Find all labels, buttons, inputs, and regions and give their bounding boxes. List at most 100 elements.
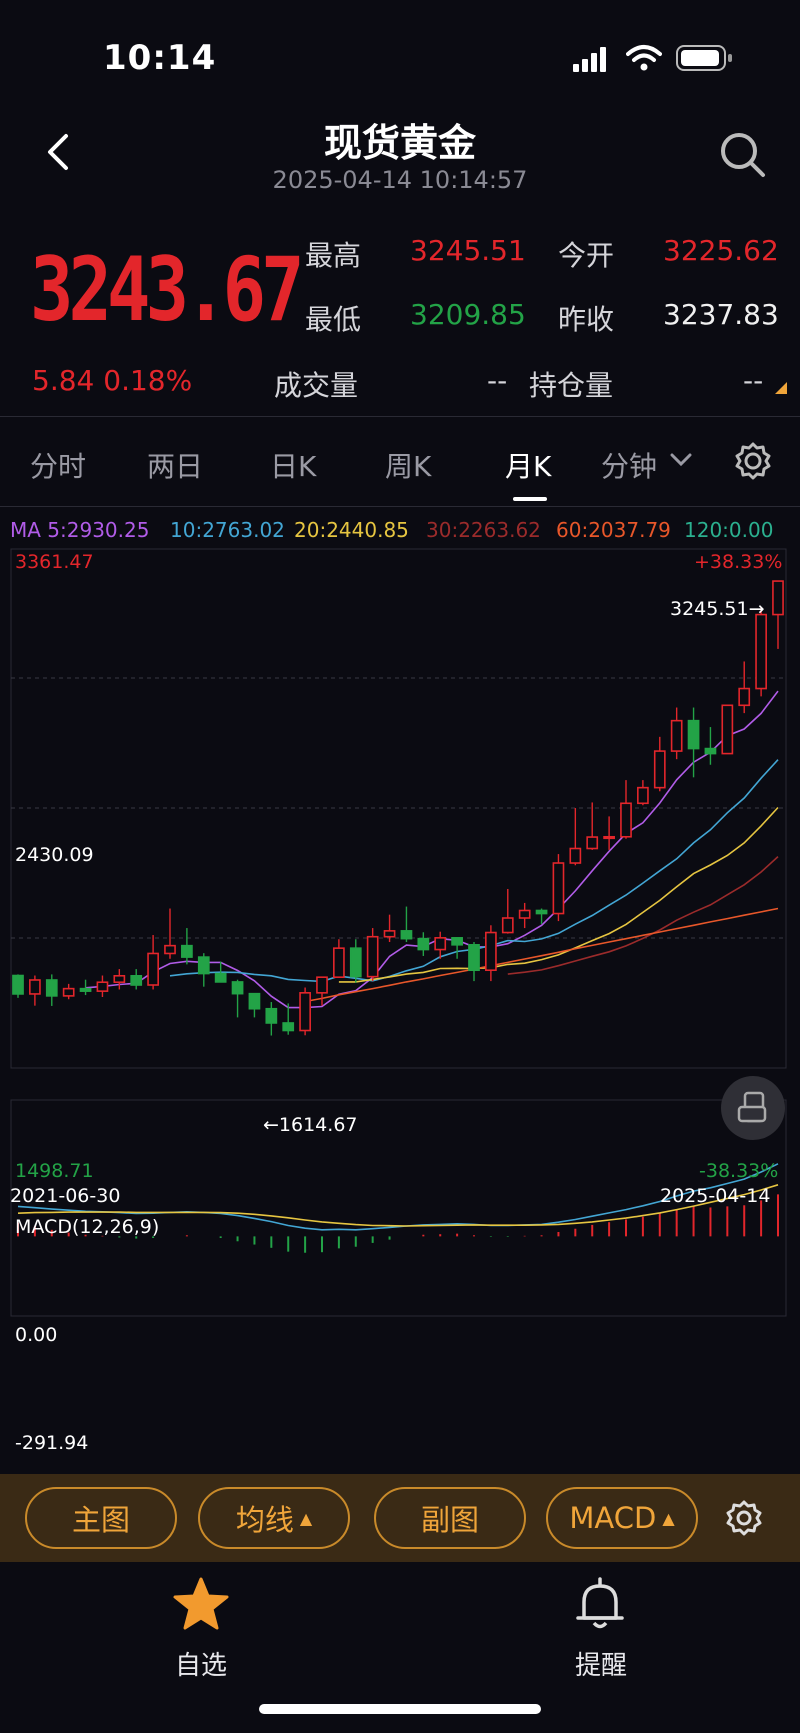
ma-legend-10: 10:2763.02 [170, 518, 285, 542]
tab-daily-k[interactable]: 日K [270, 450, 317, 483]
last-price: 3243.67 [30, 238, 305, 341]
ma-button[interactable]: 均线 ▲ [198, 1487, 350, 1549]
y-axis-max-pct: +38.33% [694, 551, 783, 573]
high-value: 3245.51 [410, 234, 526, 267]
candle-body [755, 613, 767, 690]
macd-zero-label: 0.00 [15, 1324, 58, 1346]
candle-body [383, 930, 396, 938]
gear-icon[interactable] [733, 441, 773, 481]
ma-line-ma20 [338, 806, 779, 983]
nav-watchlist[interactable]: 自选 [175, 1651, 228, 1681]
candle-body [552, 862, 565, 915]
low-label: 最低 [305, 303, 362, 336]
candle-body [282, 1022, 295, 1032]
candle-body [637, 786, 649, 805]
x-axis-start: 2021-06-30 [10, 1185, 121, 1207]
chevron-down-icon[interactable] [670, 453, 692, 467]
macd-frame [10, 1099, 787, 1317]
candle-body [316, 976, 328, 994]
candle-body [620, 802, 632, 838]
open-label: 今开 [558, 239, 615, 272]
ma-line-ma30 [507, 856, 779, 975]
candle-body [518, 909, 531, 919]
ma-legend-20: 20:2440.85 [294, 518, 409, 542]
candle-body [265, 1007, 278, 1024]
candle-body [721, 704, 734, 755]
candle-body [366, 935, 379, 978]
bell-icon[interactable] [574, 1576, 626, 1632]
volume-label: 成交量 [274, 369, 359, 402]
high-marker: 3245.51→ [670, 598, 765, 620]
change-value: 5.84 [32, 364, 95, 397]
caret-up-icon: ▲ [662, 1508, 675, 1528]
candle-body [704, 747, 717, 755]
sub-chart-label: 副图 [420, 1503, 479, 1537]
candle-body [113, 974, 126, 984]
prev-close-value: 3237.83 [663, 298, 779, 331]
candle-body [485, 931, 497, 972]
y-axis-max: 3361.47 [15, 551, 94, 573]
caret-up-icon: ▲ [299, 1508, 313, 1528]
macd-min-label: -291.94 [15, 1432, 89, 1454]
page-title: 现货黄金 [323, 121, 476, 165]
page-subtitle: 2025-04-14 10:14:57 [272, 166, 528, 194]
status-time: 10:14 [103, 38, 217, 78]
battery-icon [676, 45, 732, 71]
tab-time-sharing[interactable]: 分时 [30, 450, 87, 483]
tab-minute[interactable]: 分钟 [601, 445, 657, 485]
candle-body [62, 987, 75, 997]
rotate-screen-icon [737, 1091, 767, 1123]
main-chart-label: 主图 [71, 1503, 130, 1537]
candle-body [451, 937, 463, 946]
y-axis-mid: 2430.09 [15, 844, 94, 866]
candle-body [535, 909, 548, 915]
high-label: 最高 [305, 239, 362, 272]
macd-line-dif [17, 1163, 779, 1231]
tab-two-day[interactable]: 两日 [147, 450, 204, 483]
candle-body [738, 687, 751, 707]
candle-body [603, 835, 615, 840]
nav-alert[interactable]: 提醒 [575, 1651, 628, 1681]
candle-body [96, 981, 109, 992]
search-icon[interactable] [718, 130, 768, 180]
home-indicator [259, 1704, 541, 1714]
candle-body [29, 979, 41, 995]
candle-body [45, 979, 58, 997]
macd-button[interactable]: MACD ▲ [546, 1487, 698, 1549]
candle-body [772, 580, 784, 616]
x-axis-end: 2025-04-14 [660, 1185, 771, 1207]
candle-body [130, 974, 143, 986]
candle-body [299, 992, 311, 1032]
candle-body [349, 947, 362, 978]
kline-chart[interactable] [10, 548, 790, 1456]
tab-monthly-k[interactable]: 月K [505, 450, 552, 483]
divider [0, 506, 800, 507]
active-tab-indicator [513, 497, 547, 501]
wifi-icon [626, 45, 662, 71]
back-icon[interactable] [40, 130, 76, 174]
candle-body [569, 847, 582, 864]
main-chart-button[interactable]: 主图 [25, 1487, 177, 1549]
star-icon[interactable] [172, 1576, 230, 1632]
macd-button-label: MACD [569, 1501, 657, 1535]
divider [0, 416, 800, 417]
signal-icon [573, 47, 606, 72]
corner-expand-icon[interactable] [775, 382, 787, 394]
volume-value: -- [487, 364, 508, 397]
toolbar-gear-icon[interactable] [724, 1498, 764, 1538]
low-value: 3209.85 [410, 298, 526, 331]
ma-legend-120: 120:0.00 [684, 518, 774, 542]
landscape-button[interactable] [721, 1076, 785, 1140]
candle-body [248, 992, 261, 1010]
candle-body [400, 930, 413, 940]
open-value: 3225.62 [663, 234, 779, 267]
ma-legend-30: 30:2263.62 [426, 518, 541, 542]
tab-weekly-k[interactable]: 周K [385, 450, 432, 483]
candle-body [670, 719, 683, 752]
candle-body [687, 719, 700, 750]
candle-body [333, 947, 345, 978]
candle-body [231, 981, 244, 995]
sub-chart-button[interactable]: 副图 [374, 1487, 526, 1549]
candle-body [586, 836, 599, 850]
open-interest-value: -- [743, 364, 764, 397]
